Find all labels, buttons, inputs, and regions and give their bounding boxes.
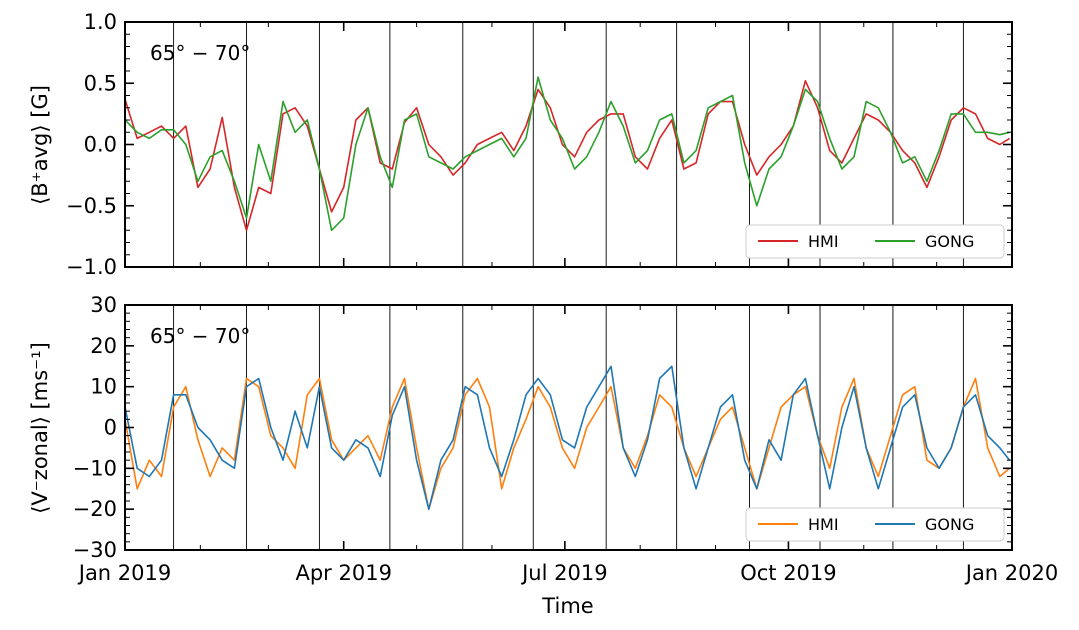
- x-tick-label: Jan 2020: [964, 561, 1059, 585]
- y-tick-label: 0: [104, 416, 117, 440]
- y-tick-label: 30: [90, 293, 117, 317]
- x-ticks: Jan 2019 Apr 2019 Jul 2019 Oct 2019 Jan 2020: [77, 305, 1059, 585]
- y-ticks: −30 −20 −10 0 10 20 30: [73, 293, 1012, 562]
- y-axis-label: ⟨V⁻zonal⟩ [ms⁻¹]: [28, 342, 52, 514]
- y-ticks: −1.0 −0.5 0.0 0.5 1.0: [66, 10, 1012, 279]
- x-axis-label: Time: [541, 594, 593, 618]
- legend: HMI GONG: [745, 224, 1005, 259]
- series-lines: [125, 365, 1011, 511]
- panel-annotation: 65° − 70°: [150, 41, 250, 65]
- legend: HMI GONG: [745, 507, 1005, 542]
- y-axis-label: ⟨B⁺avg⟩ [G]: [28, 85, 52, 205]
- series-line-gong: [125, 76, 1010, 232]
- legend-label-hmi: HMI: [808, 515, 839, 534]
- panel-annotation: 65° − 70°: [150, 324, 250, 348]
- legend-label-hmi: HMI: [808, 232, 839, 251]
- legend-label-gong: GONG: [925, 232, 974, 251]
- y-tick-label: −0.5: [66, 194, 117, 218]
- y-tick-label: 0.5: [84, 71, 117, 95]
- y-tick-label: 20: [90, 334, 117, 358]
- x-tick-label: Jan 2019: [77, 561, 172, 585]
- x-tick-label: Oct 2019: [740, 561, 836, 585]
- y-tick-label: 10: [90, 375, 117, 399]
- x-ticks: [124, 22, 1013, 267]
- x-tick-label: Jul 2019: [520, 561, 607, 585]
- y-tick-label: 0.0: [84, 133, 117, 157]
- x-tick-label: Apr 2019: [295, 561, 391, 585]
- y-tick-label: −1.0: [66, 255, 117, 279]
- series-line-hmi: [125, 80, 1011, 232]
- y-tick-label: −20: [73, 497, 117, 521]
- bottom-panel-velocity: −30 −20 −10 0 10 20 30 Jan 2019 Apr 2019 Jul 201…: [28, 293, 1058, 618]
- legend-label-gong: GONG: [925, 515, 974, 534]
- y-tick-label: −30: [73, 538, 117, 562]
- y-tick-label: 1.0: [84, 10, 117, 34]
- series-lines: [125, 76, 1011, 232]
- y-tick-label: −10: [73, 456, 117, 480]
- series-line-gong: [125, 365, 1011, 511]
- top-panel-bfield: −1.0−0.50.00.51.0 65° − 70° ⟨B⁺avg⟩ [G] …: [28, 10, 1013, 279]
